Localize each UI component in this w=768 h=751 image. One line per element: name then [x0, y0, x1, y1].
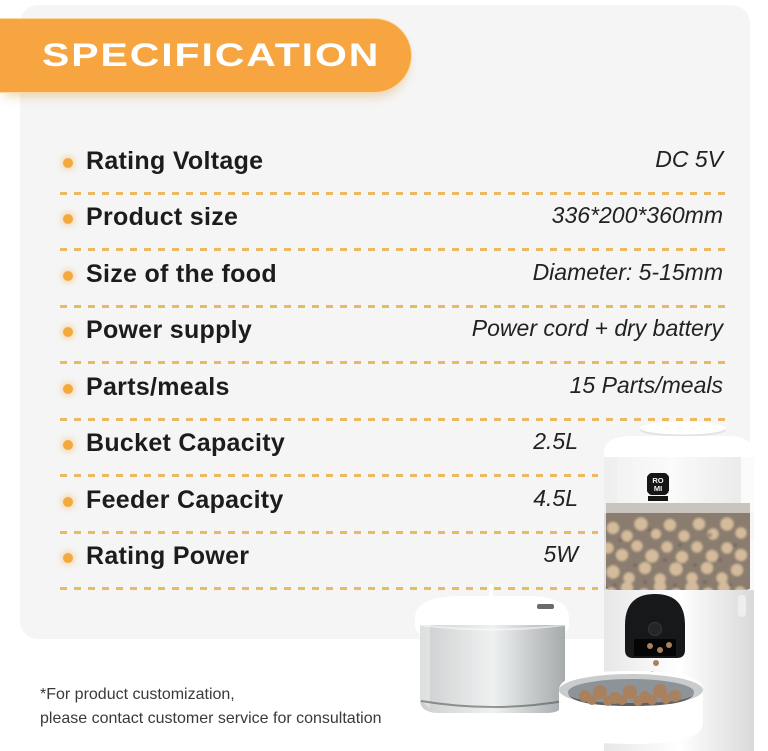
svg-text:MI: MI	[654, 484, 662, 493]
